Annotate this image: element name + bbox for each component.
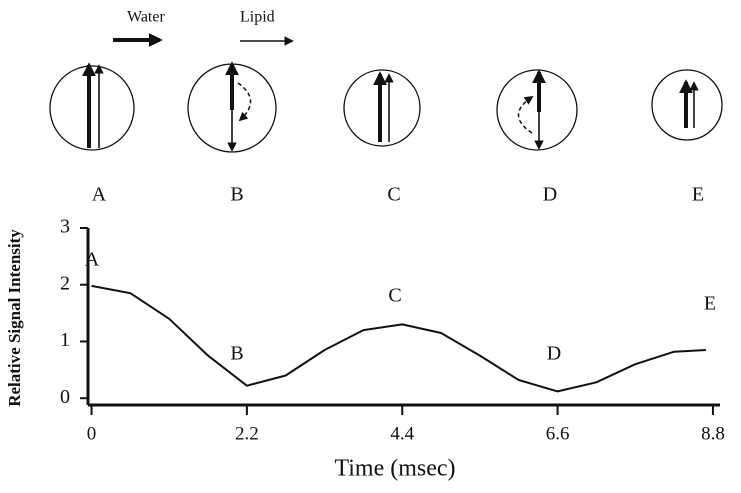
phase-label: D [543,184,557,206]
phase-circle [49,65,135,151]
legend-label: Water [127,9,165,26]
rotation-arrow [237,82,252,122]
annotation: B [230,343,243,365]
phase-label: C [387,184,400,206]
x-tick-label: 6.6 [546,423,570,444]
y-tick-label: 2 [60,272,70,294]
phase-circle [651,69,723,141]
phase-circle [343,69,421,147]
y-tick-label: 3 [60,216,70,238]
x-tick-label: 0 [87,423,97,444]
x-tick-label: 2.2 [235,423,259,444]
legend-label: Lipid [240,9,275,26]
annotation: C [388,285,401,307]
x-tick-label: 8.8 [701,423,725,444]
line-series [91,284,706,393]
phase-label: B [230,184,243,206]
x-axis-label: Time (msec) [334,456,455,482]
rotation-arrow [517,96,534,134]
phase-label: A [92,184,107,206]
phase-diagram: Water Lipid A B C D E [49,9,723,206]
annotation: E [704,293,716,315]
annotation: A [85,249,100,271]
y-tick-label: 0 [60,386,70,408]
y-tick-label: 1 [60,329,70,351]
y-axis-label: Relative Signal Intensity [5,229,24,407]
x-tick-label: 4.4 [390,423,414,444]
annotation: D [547,343,561,365]
phase-label: E [692,184,704,206]
